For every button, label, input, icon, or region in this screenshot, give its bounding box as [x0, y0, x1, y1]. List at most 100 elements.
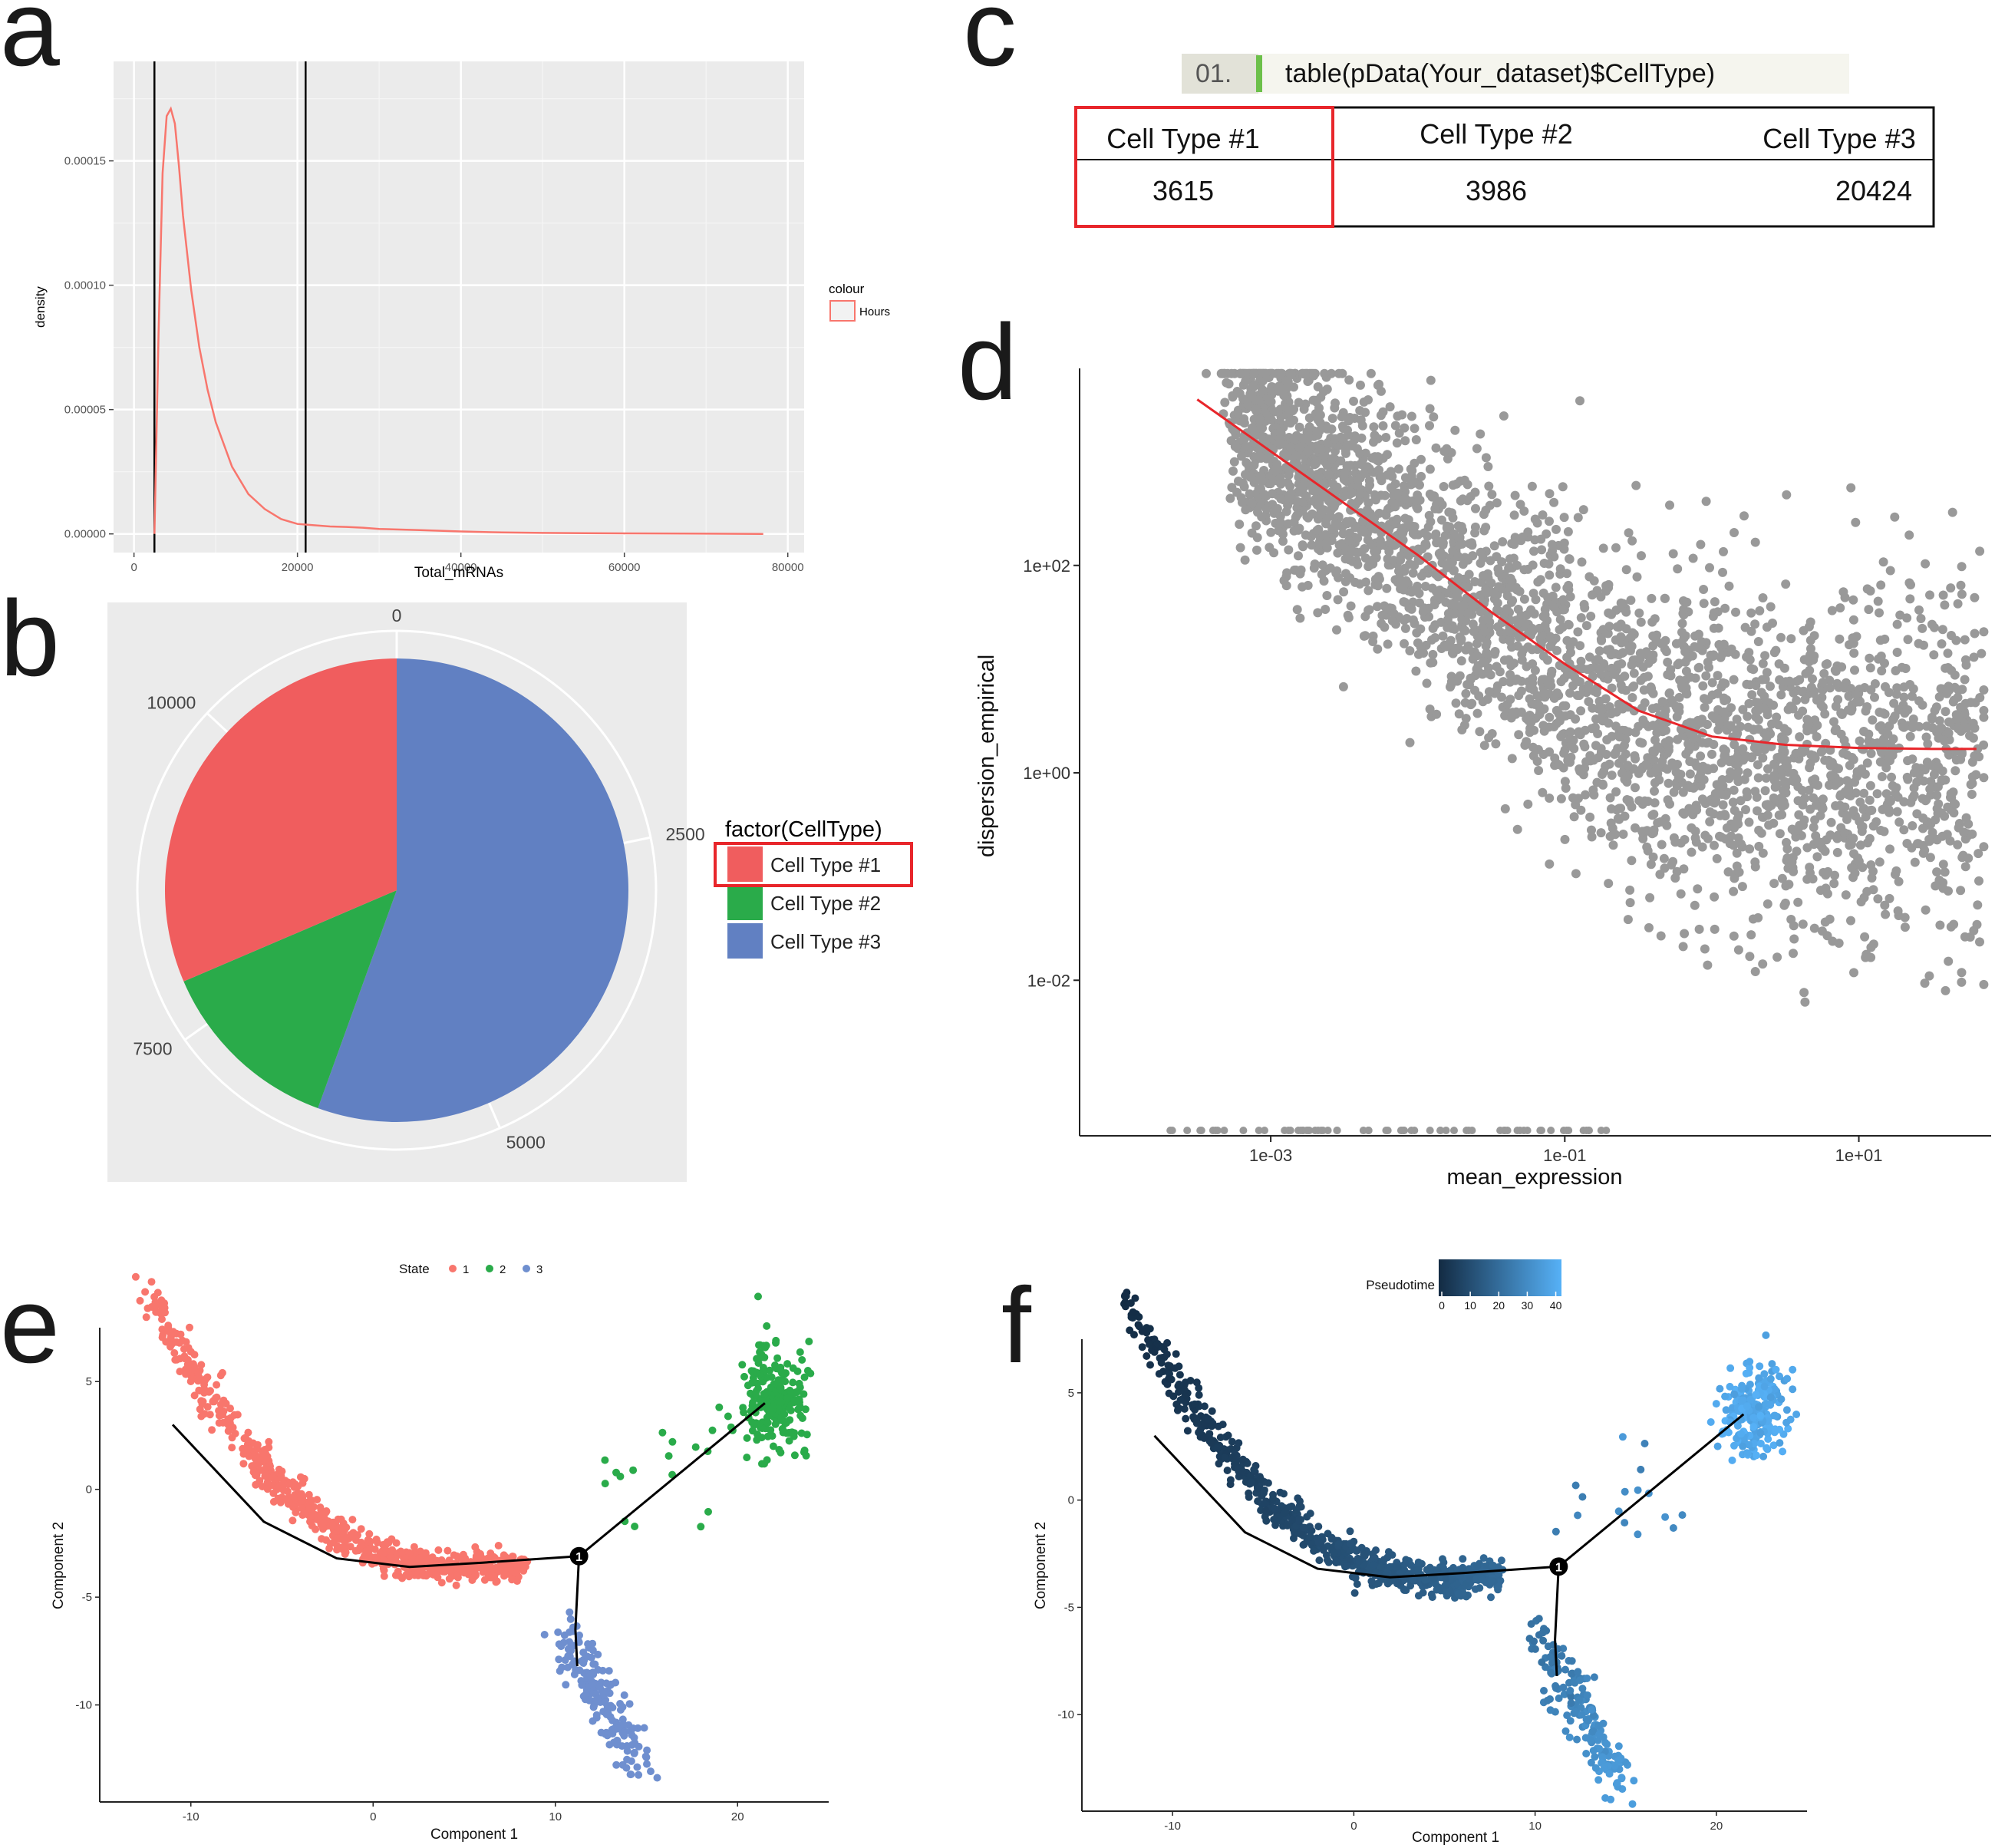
- panel-d-point: [1265, 454, 1275, 464]
- panel-d-point: [1901, 664, 1911, 673]
- panel-d-point: [1241, 470, 1250, 480]
- panel-d-point: [1663, 657, 1673, 667]
- panel-d-point: [1594, 696, 1604, 706]
- panel-d-point: [1361, 577, 1370, 587]
- panel-f-point: [1476, 1584, 1484, 1592]
- panel-e-point: [384, 1539, 393, 1547]
- panel-d-point: [1506, 597, 1516, 607]
- panel-e-point: [601, 1698, 609, 1707]
- panel-e-point: [365, 1530, 374, 1538]
- panel-e-point: [777, 1448, 785, 1457]
- panel-d-point: [1975, 546, 1985, 556]
- panel-d-point: [1552, 688, 1562, 698]
- panel-a-x-label: Total_mRNAs: [414, 565, 503, 581]
- panel-d-point: [1679, 864, 1689, 874]
- panel-e-point: [432, 1570, 440, 1579]
- panel-d-point: [1782, 756, 1792, 766]
- panel-d-point: [1663, 670, 1673, 680]
- panel-d-point: [1817, 746, 1827, 756]
- panel-c-column-header-2: Cell Type #2: [1420, 118, 1572, 150]
- panel-d-point: [1806, 644, 1815, 654]
- panel-a-y-label: density: [33, 286, 48, 328]
- panel-d-point: [1761, 773, 1771, 783]
- panel-d-point: [1693, 884, 1703, 894]
- panel-a-x-tick-label: 40000: [445, 561, 477, 574]
- panel-d-point: [1486, 556, 1495, 566]
- panel-e-point: [394, 1567, 402, 1576]
- panel-d-point: [1528, 560, 1538, 570]
- panel-d-point: [1818, 794, 1828, 804]
- panel-d-point: [1410, 619, 1420, 629]
- panel-e-point: [308, 1522, 316, 1530]
- panel-d-point: [1613, 660, 1623, 670]
- panel-d-point: [1798, 747, 1808, 757]
- panel-d-point: [1416, 642, 1426, 652]
- panel-d-point: [1450, 425, 1460, 435]
- panel-d-point: [1242, 458, 1251, 467]
- panel-d-point: [1593, 655, 1603, 665]
- panel-d-point: [1940, 600, 1950, 610]
- panel-d-point: [1465, 680, 1474, 690]
- panel-d-point: [1805, 863, 1815, 873]
- panel-d-point: [1813, 837, 1822, 846]
- panel-e-point: [213, 1381, 221, 1389]
- panel-d-point: [1390, 421, 1400, 431]
- panel-d-point: [1571, 714, 1581, 724]
- panel-f-colorbar-tick-label: 10: [1464, 1299, 1476, 1312]
- panel-e-point: [143, 1304, 152, 1312]
- panel-d-point: [1259, 490, 1269, 500]
- panel-d-point: [1979, 979, 1989, 989]
- panel-d-point: [1957, 725, 1967, 734]
- panel-d-point: [1522, 662, 1532, 672]
- panel-d-point: [1953, 840, 1963, 850]
- panel-d-point: [1220, 1127, 1228, 1134]
- panel-e-point: [164, 1322, 173, 1330]
- panel-d-point: [1362, 505, 1372, 515]
- panel-d-point: [1546, 669, 1556, 679]
- panel-d-point: [1847, 705, 1857, 714]
- panel-d-point: [1309, 371, 1319, 381]
- panel-d-point: [1697, 738, 1707, 747]
- panel-d-point: [1750, 862, 1760, 872]
- panel-e-point: [141, 1288, 150, 1296]
- panel-e-point: [633, 1763, 641, 1771]
- panel-d-point: [1529, 725, 1539, 735]
- panel-d-point: [1516, 708, 1526, 717]
- panel-d-point: [1935, 920, 1945, 930]
- panel-d-point: [1938, 883, 1948, 893]
- panel-d-point: [1845, 761, 1855, 771]
- panel-d-point: [1977, 648, 1987, 658]
- panel-d-point: [1275, 517, 1285, 527]
- panel-d-point: [1753, 637, 1763, 646]
- panel-d-point: [1377, 472, 1387, 482]
- panel-e-point: [176, 1330, 185, 1338]
- panel-d-point: [1864, 605, 1874, 615]
- panel-d-point: [1594, 753, 1603, 763]
- panel-d-point: [1530, 665, 1540, 675]
- panel-e-x-label: Component 1: [430, 1827, 518, 1843]
- panel-d-point: [1639, 672, 1649, 682]
- panel-d-point: [1747, 690, 1757, 700]
- panel-d-point: [1672, 704, 1682, 714]
- panel-d-point: [1881, 909, 1891, 919]
- panel-d-point: [1720, 603, 1730, 613]
- panel-d-point: [1587, 825, 1596, 835]
- panel-d-point: [1680, 835, 1690, 844]
- panel-d-point: [1353, 559, 1363, 569]
- panel-d-point: [1744, 698, 1754, 708]
- panel-d-point: [1635, 654, 1645, 664]
- panel-e-point: [490, 1572, 499, 1581]
- panel-d-point: [1905, 594, 1915, 604]
- panel-d-point: [1456, 496, 1466, 506]
- panel-d-point: [1743, 722, 1753, 732]
- panel-d-point: [1777, 873, 1787, 883]
- panel-b-legend-key: [727, 923, 763, 959]
- panel-d-point: [1229, 457, 1239, 467]
- panel-b-angle-tick-label: 5000: [506, 1132, 546, 1152]
- panel-d-point: [1551, 524, 1561, 534]
- panel-e-point: [792, 1388, 800, 1397]
- panel-d-point: [1324, 470, 1334, 480]
- panel-e-point: [494, 1542, 503, 1549]
- panel-d-point: [1470, 528, 1480, 538]
- panel-d-point: [1368, 555, 1378, 565]
